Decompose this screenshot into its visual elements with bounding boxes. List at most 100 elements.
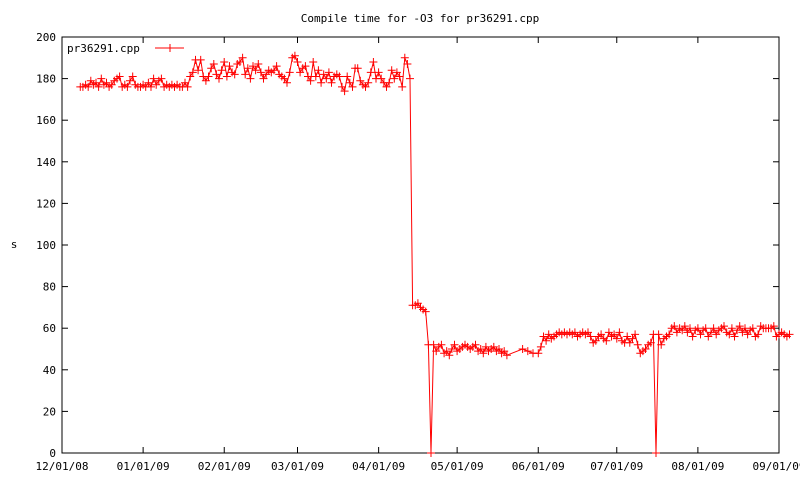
- x-tick-label: 08/01/09: [671, 460, 724, 473]
- y-tick-label: 40: [43, 364, 56, 377]
- data-point: [748, 324, 757, 333]
- data-point: [385, 78, 394, 87]
- data-point: [324, 68, 333, 77]
- y-tick-label: 120: [36, 197, 56, 210]
- data-point: [432, 347, 441, 356]
- data-point: [489, 342, 498, 351]
- data-point: [701, 324, 710, 333]
- x-tick-label: 07/01/09: [590, 460, 643, 473]
- data-point: [296, 68, 305, 77]
- data-point: [215, 74, 223, 83]
- data-point: [86, 76, 95, 85]
- y-tick-label: 80: [43, 281, 56, 294]
- data-point: [686, 324, 694, 333]
- data-point: [256, 68, 265, 77]
- x-tick-label: 01/01/09: [117, 460, 170, 473]
- x-axis: 12/01/08 01/01/09 02/01/09 03/01/09 04/01/09…: [36, 37, 800, 473]
- legend-marker: [166, 44, 174, 52]
- data-point: [707, 328, 715, 337]
- data-point: [262, 70, 271, 79]
- data-point: [623, 332, 632, 341]
- data-point: [544, 330, 553, 339]
- data-point: [314, 66, 323, 75]
- data-point: [413, 299, 422, 308]
- data-point: [345, 78, 354, 87]
- data-point: [356, 76, 365, 85]
- data-point: [680, 322, 689, 331]
- data-point: [612, 334, 621, 343]
- data-point: [688, 332, 697, 341]
- y-tick-label: 60: [43, 322, 56, 335]
- data-point: [201, 76, 210, 85]
- data-point: [633, 340, 642, 349]
- data-point: [369, 58, 378, 66]
- data-point: [403, 60, 412, 68]
- y-tick-label: 100: [36, 239, 56, 252]
- data-point: [102, 78, 111, 87]
- data-point: [641, 345, 650, 353]
- x-tick-label: 03/01/09: [271, 460, 324, 473]
- x-tick-label: 06/01/09: [512, 460, 565, 473]
- data-point: [317, 78, 326, 87]
- data-point: [712, 330, 721, 339]
- data-point: [429, 340, 438, 349]
- data-point: [602, 336, 611, 345]
- data-point: [241, 70, 250, 79]
- data-point: [188, 68, 197, 77]
- data-point: [94, 82, 103, 91]
- data-point: [181, 78, 189, 87]
- x-tick-label: 04/01/09: [352, 460, 405, 473]
- data-point: [115, 72, 124, 81]
- data-point: [696, 330, 705, 339]
- data-point: [348, 82, 357, 91]
- data-point: [518, 345, 527, 353]
- data-point: [735, 322, 744, 331]
- data-point: [92, 78, 100, 87]
- data-point: [610, 330, 619, 339]
- data-point: [406, 74, 414, 83]
- data-point: [304, 72, 312, 81]
- data-point: [209, 60, 218, 68]
- data-point: [217, 66, 226, 75]
- data-point: [301, 62, 310, 71]
- plot-frame: [61, 36, 780, 454]
- data-point: [364, 78, 373, 87]
- data-point: [400, 53, 409, 62]
- data-point: [536, 342, 545, 351]
- data-point: [194, 66, 203, 75]
- data-point: [442, 347, 451, 356]
- data-point: [238, 53, 247, 62]
- data-point: [327, 78, 336, 87]
- data-point: [270, 66, 278, 75]
- data-point: [631, 330, 640, 339]
- data-point: [769, 322, 778, 331]
- data-point: [387, 66, 396, 75]
- data-point: [534, 349, 543, 358]
- data-point: [222, 72, 231, 81]
- data-point: [502, 351, 511, 360]
- data-point: [220, 58, 229, 66]
- y-tick-label: 200: [36, 31, 56, 44]
- data-point: [730, 332, 739, 341]
- data-point: [725, 330, 734, 339]
- data-point: [259, 74, 268, 83]
- data-point: [149, 74, 158, 83]
- data-point: [306, 76, 315, 85]
- data-point: [727, 324, 736, 333]
- data-point: [657, 340, 666, 349]
- data-point: [377, 74, 386, 83]
- data-point: [584, 328, 592, 337]
- data-point: [243, 64, 252, 73]
- data-point: [390, 74, 399, 83]
- data-point: [398, 82, 407, 91]
- data-point: [84, 82, 93, 91]
- data-point: [97, 74, 106, 83]
- data-point: [382, 82, 391, 91]
- data-point: [183, 82, 192, 91]
- data-point: [311, 72, 320, 81]
- data-point: [500, 347, 509, 356]
- data-point: [704, 332, 713, 341]
- data-point: [107, 80, 116, 89]
- data-point: [427, 449, 435, 457]
